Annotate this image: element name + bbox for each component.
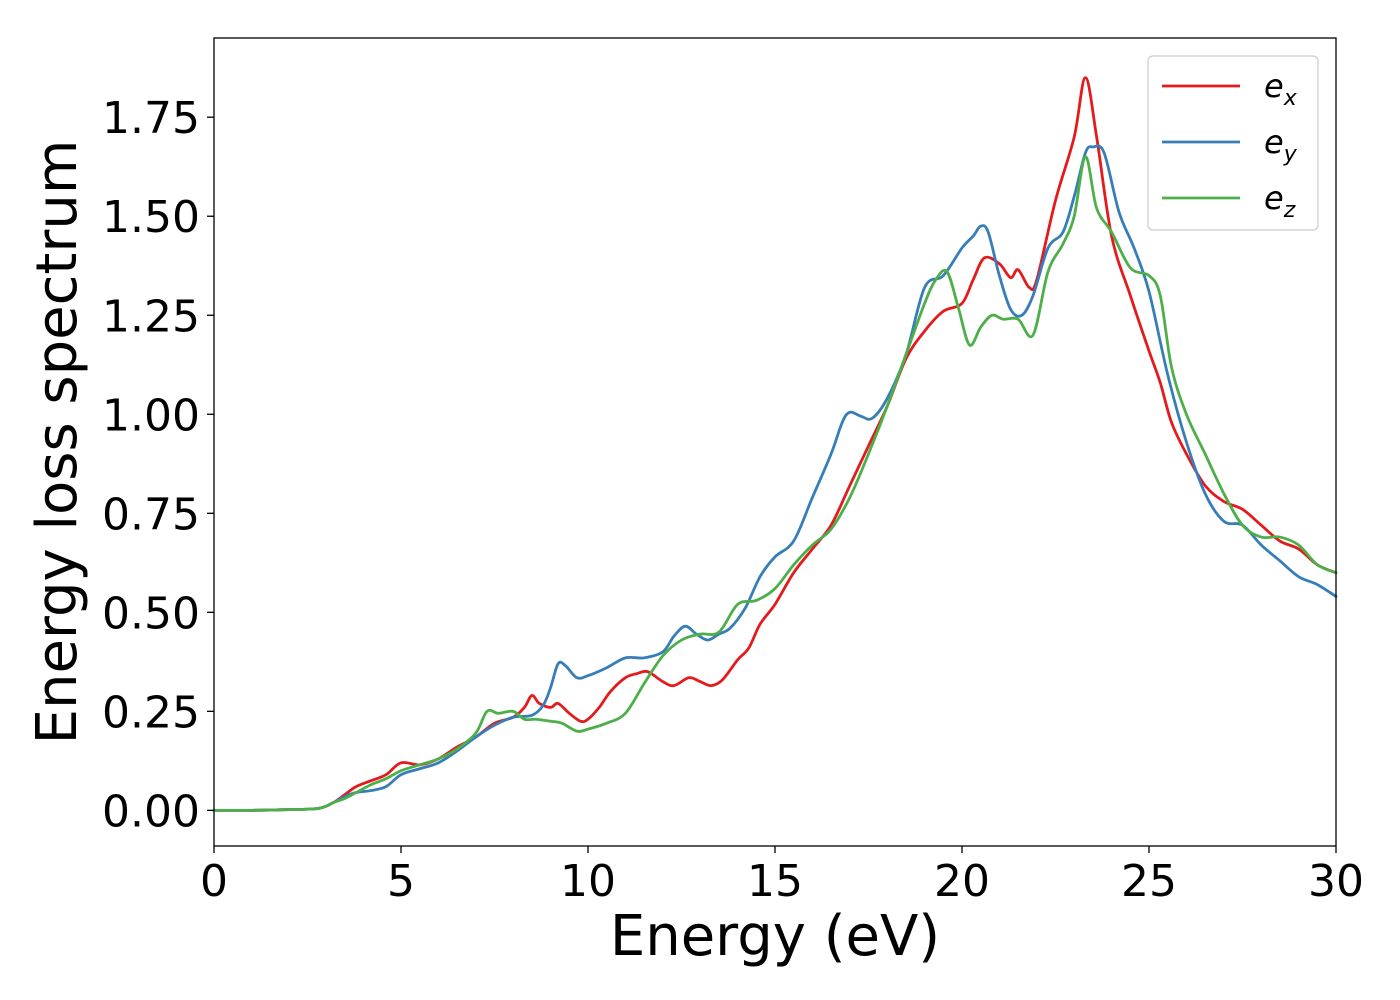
series-line-z	[212, 155, 1338, 812]
y-axis: 0.00 0.25 0.50 0.75 1.00 1.25 1.50 1.75	[102, 93, 214, 837]
y-tick-label: 0.50	[102, 588, 200, 639]
x-tick-label: 0	[200, 856, 228, 907]
x-axis-label: Energy (eV)	[610, 904, 940, 969]
x-tick-label: 10	[560, 856, 616, 907]
y-tick-label: 1.25	[102, 291, 200, 342]
x-tick-label: 30	[1308, 856, 1364, 907]
x-tick-label: 20	[934, 856, 990, 907]
series-layer	[212, 76, 1338, 812]
series-line-y	[212, 144, 1338, 812]
y-tick-label: 1.75	[102, 93, 200, 144]
x-tick-label: 15	[747, 856, 803, 907]
y-tick-label: 1.50	[102, 192, 200, 243]
x-tick-label: 5	[387, 856, 415, 907]
x-tick-label: 25	[1121, 856, 1177, 907]
y-tick-label: 0.25	[102, 687, 200, 738]
x-axis: 0 5 10 15 20 25 30	[200, 846, 1364, 907]
y-axis-label: Energy loss spectrum	[25, 140, 90, 745]
y-tick-label: 1.00	[102, 390, 200, 441]
y-tick-label: 0.75	[102, 489, 200, 540]
y-tick-label: 0.00	[102, 786, 200, 837]
